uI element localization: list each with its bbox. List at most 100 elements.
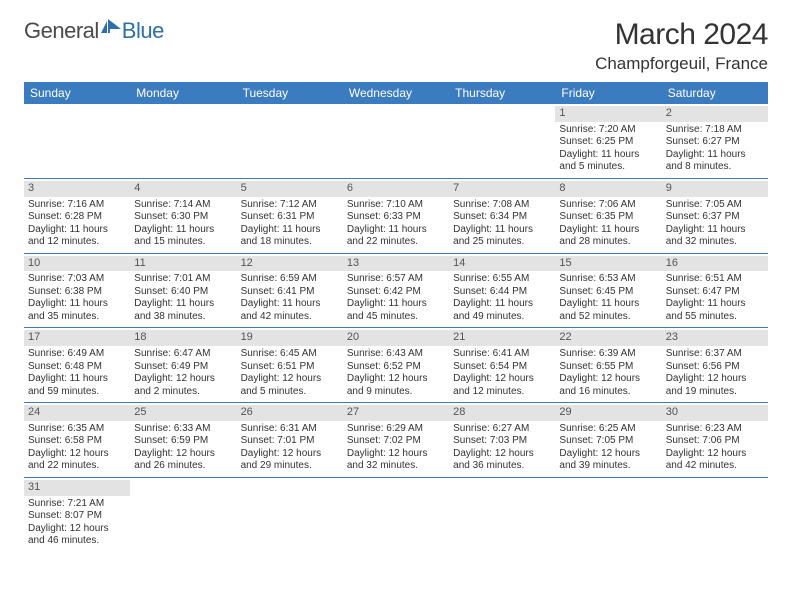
sunset-text: Sunset: 6:52 PM <box>347 361 445 374</box>
daylight-text: Daylight: 11 hours and 22 minutes. <box>347 224 445 249</box>
sunrise-text: Sunrise: 6:55 AM <box>453 273 551 286</box>
day-cell: 6Sunrise: 7:10 AMSunset: 6:33 PMDaylight… <box>343 179 449 253</box>
flag-icon <box>101 19 123 38</box>
day-cell: 8Sunrise: 7:06 AMSunset: 6:35 PMDaylight… <box>555 179 661 253</box>
daylight-text: Daylight: 12 hours and 22 minutes. <box>28 448 126 473</box>
sunset-text: Sunset: 7:01 PM <box>241 435 339 448</box>
sunset-text: Sunset: 6:45 PM <box>559 286 657 299</box>
empty-cell <box>237 478 343 552</box>
sunrise-text: Sunrise: 6:45 AM <box>241 348 339 361</box>
sunset-text: Sunset: 8:07 PM <box>28 510 126 523</box>
sunrise-text: Sunrise: 7:10 AM <box>347 199 445 212</box>
title-block: March 2024 Champforgeuil, France <box>595 18 768 74</box>
empty-cell <box>662 478 768 552</box>
daylight-text: Daylight: 12 hours and 29 minutes. <box>241 448 339 473</box>
sunset-text: Sunset: 6:31 PM <box>241 211 339 224</box>
sunset-text: Sunset: 6:58 PM <box>28 435 126 448</box>
day-cell: 2Sunrise: 7:18 AMSunset: 6:27 PMDaylight… <box>662 104 768 178</box>
sunrise-text: Sunrise: 7:18 AM <box>666 124 764 137</box>
day-cell: 9Sunrise: 7:05 AMSunset: 6:37 PMDaylight… <box>662 179 768 253</box>
sunrise-text: Sunrise: 6:57 AM <box>347 273 445 286</box>
dayname-sun: Sunday <box>24 82 130 104</box>
sunset-text: Sunset: 6:49 PM <box>134 361 232 374</box>
daylight-text: Daylight: 12 hours and 12 minutes. <box>453 373 551 398</box>
location-label: Champforgeuil, France <box>595 54 768 74</box>
day-number: 18 <box>130 330 236 346</box>
daylight-text: Daylight: 11 hours and 5 minutes. <box>559 149 657 174</box>
day-number: 16 <box>662 256 768 272</box>
dayname-wed: Wednesday <box>343 82 449 104</box>
day-number: 5 <box>237 181 343 197</box>
sunset-text: Sunset: 6:54 PM <box>453 361 551 374</box>
day-number: 4 <box>130 181 236 197</box>
daylight-text: Daylight: 11 hours and 28 minutes. <box>559 224 657 249</box>
week-row: 10Sunrise: 7:03 AMSunset: 6:38 PMDayligh… <box>24 254 768 329</box>
sunset-text: Sunset: 6:42 PM <box>347 286 445 299</box>
daylight-text: Daylight: 11 hours and 45 minutes. <box>347 298 445 323</box>
day-cell: 13Sunrise: 6:57 AMSunset: 6:42 PMDayligh… <box>343 254 449 328</box>
day-number: 11 <box>130 256 236 272</box>
empty-cell <box>130 104 236 178</box>
sunset-text: Sunset: 6:35 PM <box>559 211 657 224</box>
day-number: 3 <box>24 181 130 197</box>
daylight-text: Daylight: 12 hours and 46 minutes. <box>28 523 126 548</box>
day-number: 12 <box>237 256 343 272</box>
day-cell: 4Sunrise: 7:14 AMSunset: 6:30 PMDaylight… <box>130 179 236 253</box>
day-cell: 23Sunrise: 6:37 AMSunset: 6:56 PMDayligh… <box>662 328 768 402</box>
day-cell: 31Sunrise: 7:21 AMSunset: 8:07 PMDayligh… <box>24 478 130 552</box>
empty-cell <box>237 104 343 178</box>
sunrise-text: Sunrise: 6:51 AM <box>666 273 764 286</box>
sunset-text: Sunset: 6:44 PM <box>453 286 551 299</box>
day-number: 2 <box>662 106 768 122</box>
day-number: 23 <box>662 330 768 346</box>
sunset-text: Sunset: 6:48 PM <box>28 361 126 374</box>
day-number: 31 <box>24 480 130 496</box>
day-number: 9 <box>662 181 768 197</box>
daylight-text: Daylight: 11 hours and 12 minutes. <box>28 224 126 249</box>
daylight-text: Daylight: 12 hours and 16 minutes. <box>559 373 657 398</box>
day-cell: 25Sunrise: 6:33 AMSunset: 6:59 PMDayligh… <box>130 403 236 477</box>
page-header: General Blue March 2024 Champforgeuil, F… <box>24 18 768 74</box>
sunset-text: Sunset: 6:41 PM <box>241 286 339 299</box>
logo: General Blue <box>24 18 164 44</box>
sunrise-text: Sunrise: 6:35 AM <box>28 423 126 436</box>
dayname-tue: Tuesday <box>237 82 343 104</box>
day-number: 15 <box>555 256 661 272</box>
daylight-text: Daylight: 11 hours and 38 minutes. <box>134 298 232 323</box>
day-number: 24 <box>24 405 130 421</box>
sunset-text: Sunset: 7:03 PM <box>453 435 551 448</box>
day-number: 19 <box>237 330 343 346</box>
day-cell: 7Sunrise: 7:08 AMSunset: 6:34 PMDaylight… <box>449 179 555 253</box>
sunrise-text: Sunrise: 6:43 AM <box>347 348 445 361</box>
week-row: 17Sunrise: 6:49 AMSunset: 6:48 PMDayligh… <box>24 328 768 403</box>
dayname-thu: Thursday <box>449 82 555 104</box>
sunset-text: Sunset: 6:37 PM <box>666 211 764 224</box>
daylight-text: Daylight: 12 hours and 5 minutes. <box>241 373 339 398</box>
day-number: 13 <box>343 256 449 272</box>
day-cell: 12Sunrise: 6:59 AMSunset: 6:41 PMDayligh… <box>237 254 343 328</box>
day-header-row: Sunday Monday Tuesday Wednesday Thursday… <box>24 82 768 104</box>
day-cell: 15Sunrise: 6:53 AMSunset: 6:45 PMDayligh… <box>555 254 661 328</box>
daylight-text: Daylight: 11 hours and 52 minutes. <box>559 298 657 323</box>
day-number: 8 <box>555 181 661 197</box>
daylight-text: Daylight: 12 hours and 19 minutes. <box>666 373 764 398</box>
sunrise-text: Sunrise: 6:27 AM <box>453 423 551 436</box>
daylight-text: Daylight: 11 hours and 25 minutes. <box>453 224 551 249</box>
empty-cell <box>555 478 661 552</box>
daylight-text: Daylight: 11 hours and 59 minutes. <box>28 373 126 398</box>
sunrise-text: Sunrise: 6:41 AM <box>453 348 551 361</box>
sunrise-text: Sunrise: 7:08 AM <box>453 199 551 212</box>
day-cell: 20Sunrise: 6:43 AMSunset: 6:52 PMDayligh… <box>343 328 449 402</box>
daylight-text: Daylight: 11 hours and 49 minutes. <box>453 298 551 323</box>
sunrise-text: Sunrise: 7:20 AM <box>559 124 657 137</box>
sunrise-text: Sunrise: 7:03 AM <box>28 273 126 286</box>
day-number: 14 <box>449 256 555 272</box>
week-row: 31Sunrise: 7:21 AMSunset: 8:07 PMDayligh… <box>24 478 768 552</box>
day-number: 30 <box>662 405 768 421</box>
empty-cell <box>24 104 130 178</box>
daylight-text: Daylight: 11 hours and 15 minutes. <box>134 224 232 249</box>
sunset-text: Sunset: 7:05 PM <box>559 435 657 448</box>
daylight-text: Daylight: 11 hours and 8 minutes. <box>666 149 764 174</box>
logo-text-general: General <box>24 18 99 44</box>
day-cell: 29Sunrise: 6:25 AMSunset: 7:05 PMDayligh… <box>555 403 661 477</box>
